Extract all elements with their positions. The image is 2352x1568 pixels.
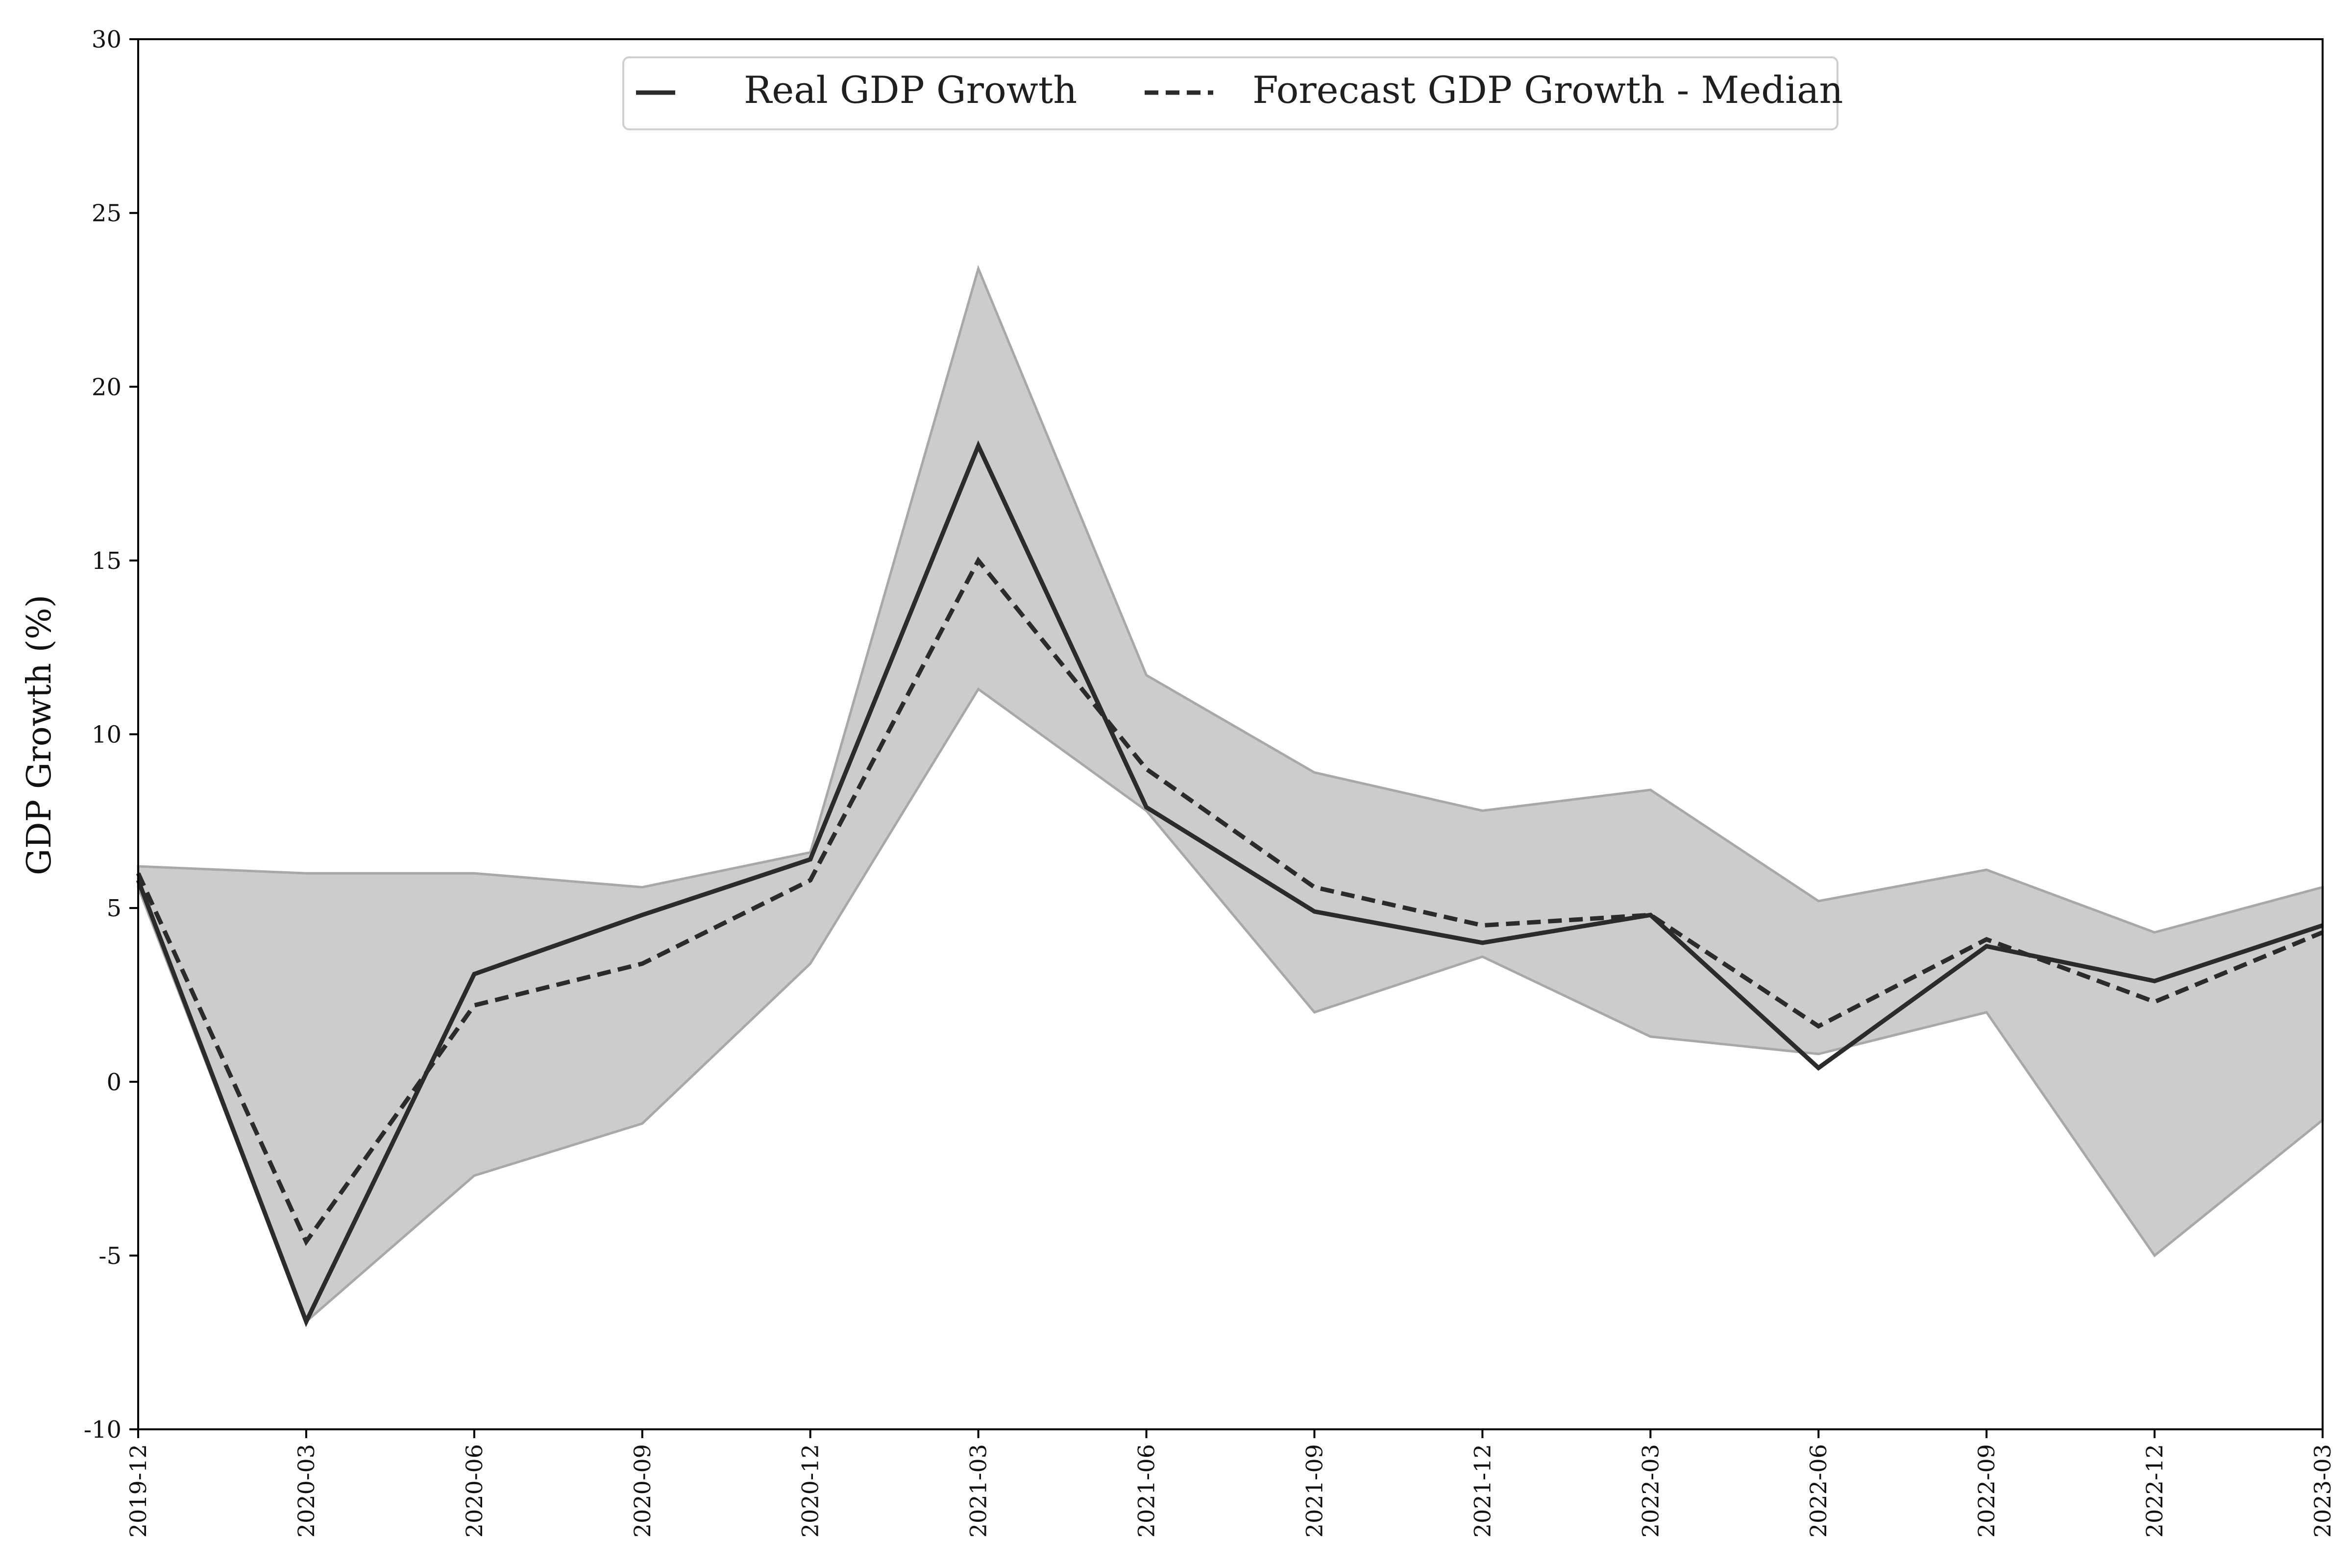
legend-label-real-gdp-growth: Real GDP Growth — [744, 68, 1077, 112]
x-tick-label: 2022-03 — [1637, 1444, 1664, 1538]
x-tick-label: 2022-06 — [1805, 1444, 1832, 1538]
x-tick-label: 2023-03 — [2309, 1444, 2336, 1538]
legend-label-forecast-gdp-growth-median: Forecast GDP Growth - Median — [1252, 68, 1843, 112]
x-tick-label: 2019-12 — [125, 1444, 151, 1538]
legend: Real GDP Growth Forecast GDP Growth - Me… — [622, 56, 1843, 130]
y-tick-label: 20 — [92, 373, 122, 401]
y-tick-label: 0 — [106, 1069, 122, 1096]
y-axis-ticks: -10 -5 0 5 10 15 20 25 30 — [84, 26, 138, 1444]
x-tick-label: 2021-09 — [1301, 1444, 1327, 1538]
y-tick-label: 10 — [92, 721, 122, 749]
y-tick-label: -10 — [84, 1416, 122, 1444]
series-layer — [136, 440, 2324, 1327]
y-axis-label: GDP Growth (%) — [20, 595, 59, 876]
legend-box — [622, 56, 1838, 130]
series-line-forecast-gdp-growth-median — [136, 556, 2324, 1246]
x-tick-label: 2021-03 — [965, 1444, 992, 1538]
x-tick-label: 2022-12 — [2141, 1444, 2168, 1538]
y-tick-label: 15 — [92, 547, 122, 575]
y-tick-label: 25 — [92, 200, 122, 227]
x-tick-label: 2020-03 — [293, 1444, 319, 1538]
x-tick-label: 2020-12 — [797, 1444, 824, 1538]
series-line-real-gdp-growth — [136, 440, 2324, 1327]
x-tick-label: 2021-12 — [1469, 1444, 1495, 1538]
y-tick-label: 5 — [106, 895, 122, 922]
x-tick-label: 2020-06 — [461, 1444, 488, 1538]
y-tick-label: 30 — [92, 26, 122, 53]
x-tick-label: 2021-06 — [1133, 1444, 1160, 1538]
x-tick-label: 2022-09 — [1973, 1444, 2000, 1538]
x-tick-label: 2020-09 — [629, 1444, 656, 1538]
y-tick-label: -5 — [98, 1242, 122, 1270]
x-axis-ticks: 2019-12 2020-03 2020-06 2020-09 2020-12 2021-… — [125, 1429, 2336, 1538]
